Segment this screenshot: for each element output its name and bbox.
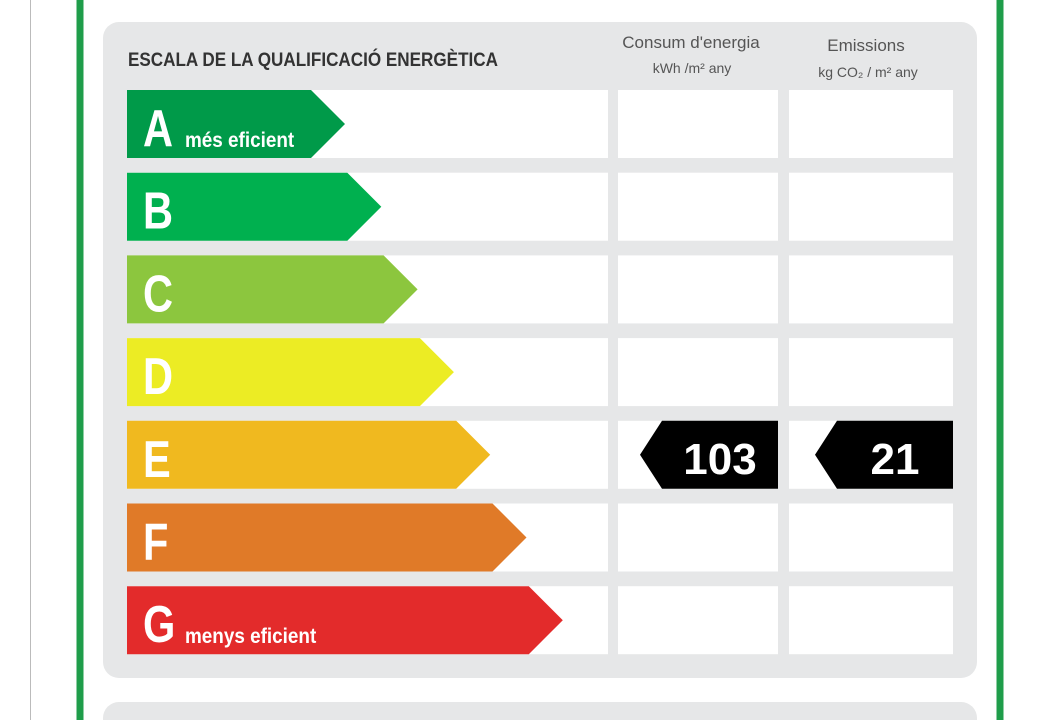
title: ESCALA DE LA QUALIFICACIÓ ENERGÈTICA — [128, 48, 498, 70]
rating-letter: F — [143, 512, 168, 571]
rating-arrow — [127, 255, 418, 324]
column-title: Consum d'energia — [622, 33, 760, 52]
rating-letter: B — [143, 181, 173, 240]
cell — [618, 172, 778, 241]
result-value: 103 — [683, 435, 756, 484]
cell — [789, 90, 953, 158]
cell — [618, 338, 778, 407]
rating-letter: E — [143, 429, 171, 488]
cell — [618, 255, 778, 324]
rating-arrow — [127, 172, 382, 241]
cell — [618, 90, 778, 158]
rating-arrow — [127, 90, 345, 158]
rating-arrow — [127, 420, 491, 489]
result-marker — [815, 420, 953, 489]
rating-label: menys eficient — [185, 625, 317, 648]
frame — [76, 0, 1004, 720]
result-marker — [640, 420, 778, 489]
rating-letter: C — [143, 264, 173, 323]
rating-letter: G — [143, 595, 175, 654]
panel-2 — [103, 702, 977, 720]
rating-arrow — [127, 503, 527, 572]
result-value: 21 — [871, 435, 920, 484]
cell — [789, 503, 953, 572]
rating-letter: A — [143, 99, 173, 158]
rating-arrow — [127, 338, 454, 407]
cell — [618, 586, 778, 655]
cell — [789, 338, 953, 407]
cell — [618, 503, 778, 572]
rating-arrow — [127, 586, 563, 655]
cell — [789, 255, 953, 324]
column-unit: kWh /m² any — [653, 60, 732, 76]
cell — [789, 172, 953, 241]
rating-letter: D — [143, 347, 173, 406]
rating-label: més eficient — [185, 129, 295, 152]
cell — [789, 586, 953, 655]
column-unit: kg CO₂ / m² any — [818, 64, 918, 80]
column-title: Emissions — [827, 36, 904, 55]
